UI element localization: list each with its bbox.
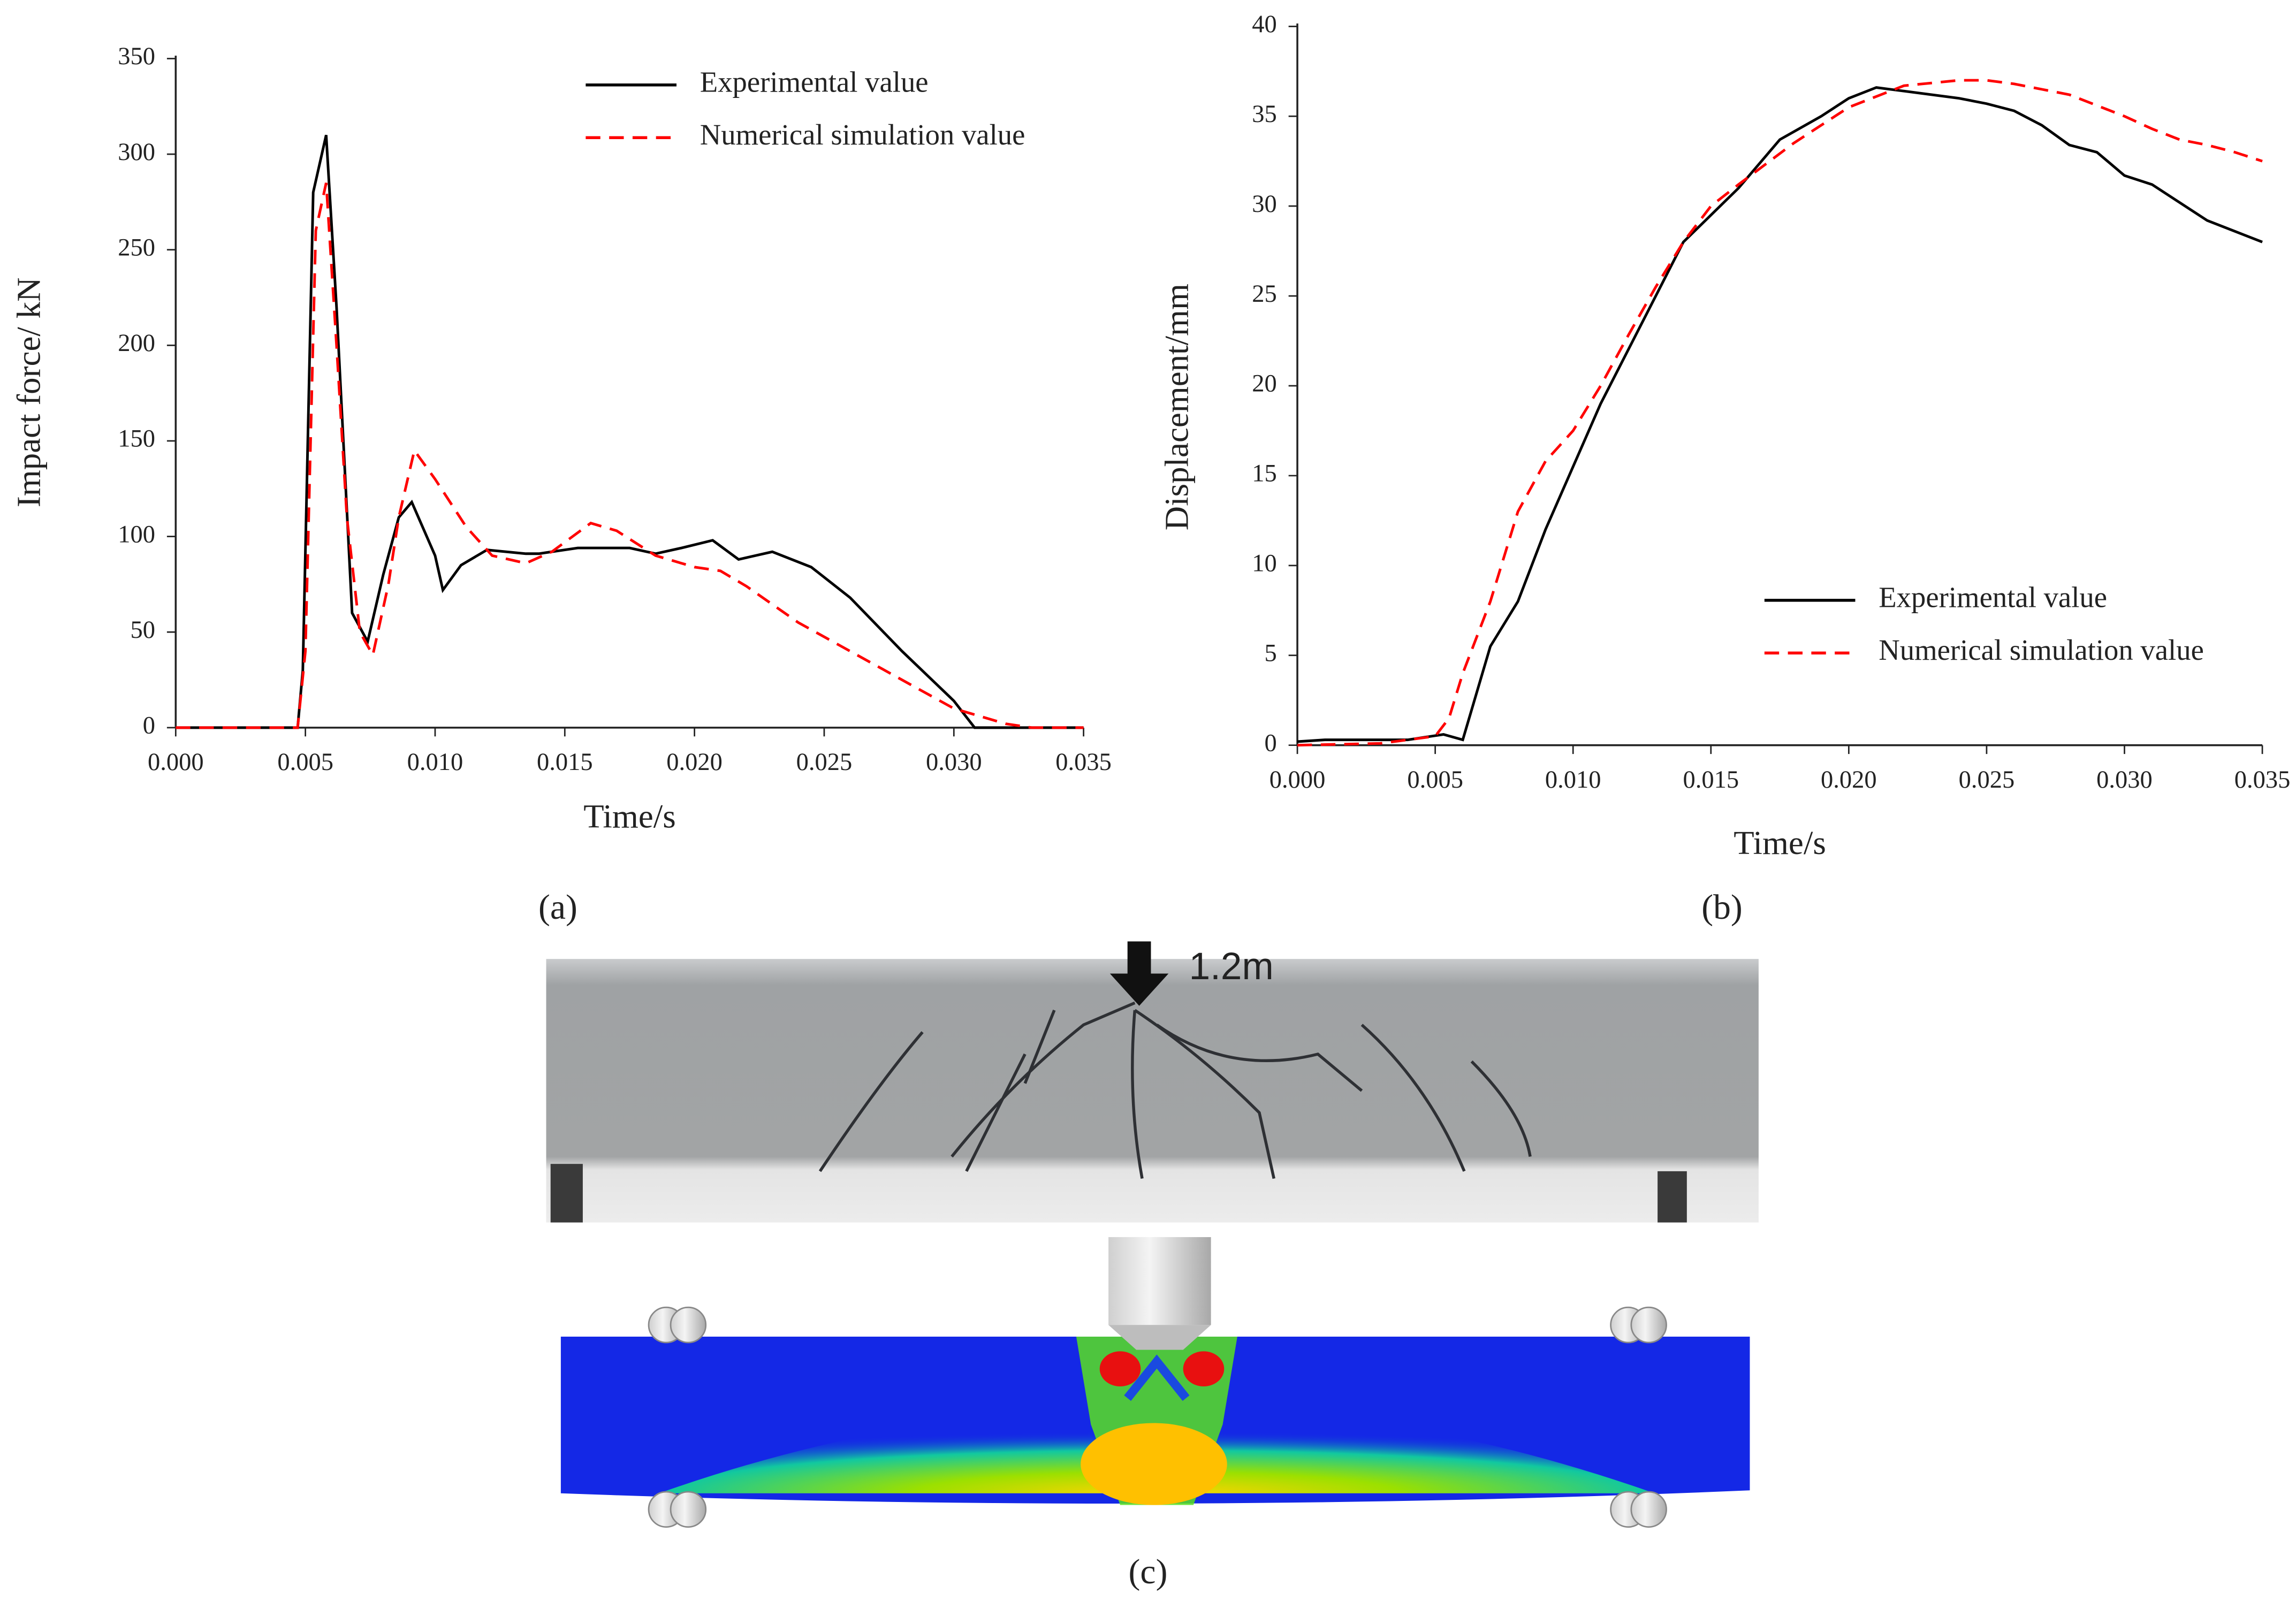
x-tick-label: 0.000 — [148, 749, 204, 776]
y-tick-label: 250 — [118, 234, 155, 261]
y-tick-label: 5 — [1265, 639, 1277, 667]
x-tick-label: 0.030 — [926, 749, 982, 776]
x-tick-label: 0.020 — [1821, 766, 1877, 794]
y-tick-label: 300 — [118, 139, 155, 166]
x-tick-label: 0.010 — [407, 749, 463, 776]
y-tick-label: 40 — [1252, 11, 1277, 38]
x-tick-label: 0.015 — [1683, 766, 1739, 794]
legend-label: Numerical simulation value — [1879, 634, 2204, 666]
panel-label: (b) — [1701, 888, 1743, 927]
rollers — [648, 1306, 1667, 1528]
support — [550, 1164, 583, 1223]
legend-label: Experimental value — [700, 65, 929, 98]
data-line — [1297, 86, 2263, 743]
impactor — [1108, 1237, 1211, 1325]
y-axis-title: Impact force/ kN — [10, 277, 48, 507]
x-tick-label: 0.030 — [2096, 766, 2153, 794]
y-tick-label: 100 — [118, 521, 155, 548]
cracks — [818, 1001, 1532, 1179]
panel-c: 1.2m (c) — [546, 941, 1759, 1591]
y-tick-label: 15 — [1252, 460, 1277, 487]
x-tick-label: 0.015 — [537, 749, 593, 776]
x-tick-label: 0.025 — [1959, 766, 2015, 794]
y-axis-title: Displacement/mm — [1158, 284, 1196, 530]
x-tick-label: 0.020 — [666, 749, 723, 776]
x-tick-label: 0.005 — [277, 749, 333, 776]
y-tick-label: 35 — [1252, 101, 1277, 128]
y-tick-label: 350 — [118, 43, 155, 70]
impactor — [1108, 1325, 1211, 1350]
legend-label: Experimental value — [1879, 581, 2107, 613]
x-tick-label: 0.035 — [1055, 749, 1112, 776]
y-tick-label: 200 — [118, 330, 155, 357]
y-tick-label: 10 — [1252, 550, 1277, 577]
x-tick-label: 0.035 — [2234, 766, 2291, 794]
data-line — [176, 182, 1084, 729]
support — [1658, 1171, 1687, 1223]
panel-label: (c) — [1129, 1552, 1168, 1591]
test-photo — [546, 959, 1759, 1223]
data-line — [176, 134, 1084, 729]
y-tick-label: 150 — [118, 425, 155, 453]
x-tick-label: 0.010 — [1545, 766, 1601, 794]
y-tick-label: 0 — [1265, 729, 1277, 757]
drop-height: 1.2m — [1189, 945, 1274, 988]
y-tick-label: 0 — [143, 712, 155, 739]
data-line — [1297, 79, 2263, 747]
x-tick-label: 0.005 — [1407, 766, 1463, 794]
x-tick-label: 0.025 — [796, 749, 853, 776]
y-tick-label: 20 — [1252, 370, 1277, 398]
sim-stress — [1081, 1423, 1227, 1505]
x-axis-title: Time/s — [1734, 824, 1826, 861]
sim-stress — [1124, 1354, 1190, 1401]
legend-label: Numerical simulation value — [700, 118, 1025, 151]
sim-stress — [1099, 1351, 1141, 1387]
y-tick-label: 25 — [1252, 280, 1277, 308]
sim-stress — [1183, 1351, 1225, 1387]
panel-label: (a) — [538, 888, 577, 927]
y-tick-label: 30 — [1252, 190, 1277, 218]
y-tick-label: 50 — [131, 616, 156, 644]
x-tick-label: 0.000 — [1269, 766, 1326, 794]
x-axis-title: Time/s — [583, 798, 676, 835]
